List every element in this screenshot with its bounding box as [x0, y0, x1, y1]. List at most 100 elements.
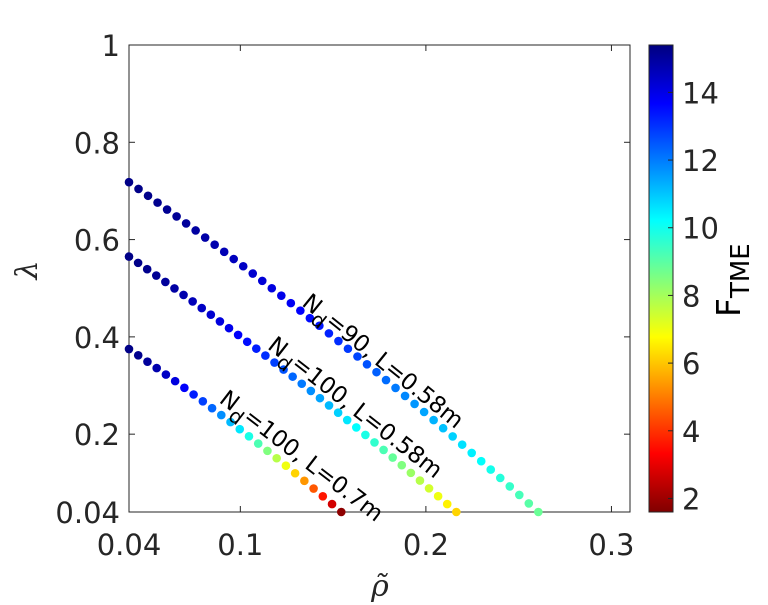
y-tick-label: 0.4: [74, 321, 120, 355]
data-point: [206, 310, 216, 320]
data-point: [263, 446, 272, 456]
data-point: [233, 330, 243, 340]
y-tick-label: 1: [102, 29, 120, 63]
x-tick-label: 0.2: [403, 528, 449, 562]
data-point: [442, 499, 452, 509]
data-point: [342, 415, 352, 425]
data-point: [397, 460, 407, 470]
data-point: [133, 258, 143, 268]
data-point: [281, 461, 291, 471]
data-point: [300, 476, 309, 486]
data-point: [270, 358, 279, 367]
colorbar-tick-label: 4: [682, 415, 700, 449]
x-tick-label: 0.04: [97, 528, 162, 562]
data-point: [172, 212, 181, 221]
data-point: [210, 240, 219, 249]
data-point: [296, 306, 305, 315]
data-point: [215, 317, 225, 326]
data-point: [381, 375, 391, 385]
data-point: [327, 499, 337, 509]
data-point: [486, 465, 496, 474]
data-point: [188, 297, 197, 306]
data-point: [272, 453, 281, 463]
data-point: [257, 276, 267, 286]
data-point: [161, 370, 171, 379]
data-point: [410, 399, 419, 409]
data-point: [467, 448, 476, 458]
y-tick-label: 0.8: [74, 126, 120, 160]
data-point: [179, 290, 188, 300]
data-point: [235, 424, 245, 434]
data-point: [170, 376, 180, 386]
data-point: [433, 491, 443, 501]
colorbar-tick-label: 12: [682, 144, 719, 178]
colorbar-tick-label: 10: [682, 212, 719, 246]
data-point: [457, 440, 467, 449]
x-tick-label: 0.3: [588, 528, 634, 562]
data-point: [152, 363, 161, 373]
data-point: [133, 351, 143, 360]
colorbar-label: FTME: [709, 243, 756, 317]
colorbar-tick-label: 8: [682, 279, 700, 313]
y-tick-label: 0.04: [55, 496, 120, 530]
data-point: [143, 191, 153, 201]
data-point: [400, 391, 410, 401]
data-point: [261, 351, 270, 360]
data-point: [181, 219, 191, 228]
data-point: [267, 283, 277, 293]
data-point: [306, 386, 316, 396]
data-point: [315, 321, 324, 331]
data-point: [124, 344, 134, 354]
data-point: [189, 390, 198, 399]
data-point: [391, 383, 400, 393]
data-point: [333, 408, 343, 418]
data-point: [406, 468, 416, 478]
x-tick-label: 0.1: [217, 528, 263, 562]
data-point: [253, 439, 263, 448]
data-point: [124, 177, 134, 187]
colorbar-tick-label: 14: [682, 76, 719, 110]
data-point: [162, 205, 172, 214]
data-point: [153, 198, 162, 207]
data-point: [197, 303, 207, 313]
data-point: [219, 247, 229, 257]
data-point: [315, 393, 325, 403]
data-point: [143, 357, 152, 366]
data-point: [251, 344, 261, 353]
data-point: [379, 445, 388, 455]
data-point: [288, 372, 297, 381]
data-point: [142, 264, 152, 274]
data-point: [170, 284, 179, 293]
data-point: [134, 184, 143, 194]
data-point: [336, 507, 346, 517]
data-point: [495, 473, 505, 483]
y-tick-label: 0.6: [74, 224, 120, 258]
data-point: [514, 490, 524, 500]
data-point: [318, 491, 328, 501]
data-point: [151, 271, 161, 280]
data-point: [370, 438, 379, 447]
data-point: [161, 277, 170, 287]
data-point: [305, 313, 315, 323]
colorbar-tick-label: 6: [682, 347, 700, 381]
data-point: [415, 476, 425, 485]
data-point: [388, 453, 397, 462]
data-point: [353, 352, 362, 361]
data-point: [124, 252, 134, 261]
data-point: [248, 269, 258, 278]
data-point: [476, 456, 486, 466]
data-point: [198, 396, 208, 406]
data-point: [362, 360, 372, 369]
data-point: [226, 417, 235, 427]
data-point: [229, 254, 239, 264]
data-point: [424, 484, 434, 493]
data-point: [334, 336, 343, 346]
data-point: [191, 226, 200, 235]
data-point: [200, 233, 210, 242]
x-axis-label: ρ̃: [370, 569, 389, 604]
data-point: [448, 432, 457, 441]
data-point: [534, 507, 543, 517]
data-point: [505, 482, 515, 491]
data-point: [286, 298, 296, 308]
data-point: [372, 367, 381, 377]
